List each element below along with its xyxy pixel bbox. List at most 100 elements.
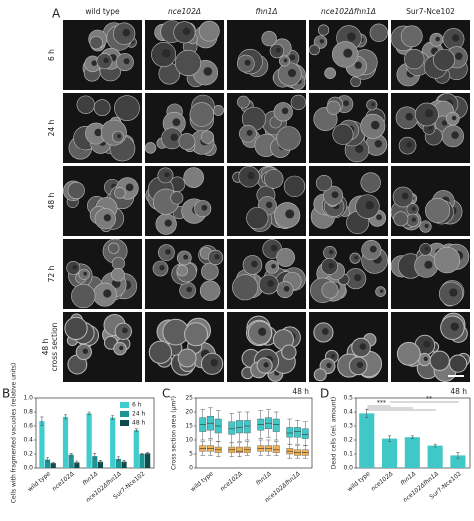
vacuole (164, 219, 172, 227)
vacuole (371, 102, 375, 107)
vacuole (271, 264, 276, 269)
error-bar (456, 452, 460, 459)
micrograph (309, 20, 388, 90)
panel-letter: D (320, 387, 329, 401)
vacuole (83, 271, 88, 276)
box (228, 421, 236, 435)
y-tick-label: 0.1 (343, 451, 353, 458)
panel-letter: B (2, 387, 10, 401)
cell (237, 95, 250, 109)
error-bar (146, 452, 150, 455)
error-bar (122, 460, 126, 464)
panel-letter: C (162, 387, 170, 401)
cell (111, 267, 125, 282)
vacuole (370, 120, 380, 130)
vacuole (343, 48, 353, 58)
y-tick-label: 25 (185, 395, 193, 402)
vacuole (201, 204, 208, 211)
column-header: Sur7-Nce102 (406, 7, 455, 16)
cell (433, 48, 455, 71)
micrograph (309, 166, 388, 236)
y-axis-label: Cross section area (μm²) (171, 396, 178, 470)
bar (139, 454, 145, 468)
bar (133, 430, 139, 468)
x-tick-label: fhn1Δ (255, 470, 273, 487)
vacuole (423, 356, 428, 362)
x-tick-label: fhn1Δ (81, 470, 99, 487)
y-tick-label: 0.2 (343, 437, 353, 444)
cell (108, 242, 120, 254)
vacuole (354, 274, 362, 282)
row-label: 48 h (47, 192, 56, 209)
y-tick-label: 0.0 (343, 465, 353, 472)
vacuole (186, 286, 193, 293)
micrograph (309, 312, 388, 382)
vacuole (283, 286, 290, 292)
vacuole (214, 254, 220, 260)
error-bar (388, 435, 392, 442)
cell (213, 104, 224, 116)
vacuole (411, 217, 417, 222)
row-label: 72 h (47, 265, 56, 282)
vacuole (203, 67, 213, 76)
cell (232, 274, 259, 301)
vacuole (94, 128, 102, 137)
vacuole (283, 58, 288, 63)
box (301, 428, 309, 439)
y-axis-label: Dead cells (rel. amount) (331, 397, 338, 469)
column-header: fhn1Δ (255, 7, 277, 16)
cell (89, 35, 103, 50)
vacuole (411, 206, 416, 211)
vacuole (159, 265, 165, 271)
error-bar (98, 460, 102, 464)
micrograph (391, 93, 470, 163)
vacuole (451, 131, 459, 139)
legend-label: 6 h (132, 402, 142, 409)
legend-label: 24 h (132, 411, 146, 418)
vacuole (424, 223, 429, 228)
cell (309, 44, 320, 56)
cell (429, 350, 450, 371)
vacuole (125, 183, 134, 192)
error-bar (116, 456, 120, 462)
cell (176, 265, 188, 277)
vacuole (103, 57, 109, 64)
vacuole (122, 28, 131, 37)
error-bar (87, 411, 91, 416)
vacuole (428, 125, 433, 130)
micrograph (227, 20, 306, 90)
vacuole (103, 289, 112, 298)
cell (290, 94, 306, 111)
cell (449, 354, 468, 373)
bar (450, 455, 466, 468)
vacuole (164, 171, 170, 178)
micrograph (227, 165, 306, 236)
vacuole (210, 359, 218, 367)
error-bar (51, 462, 55, 465)
vacuole (343, 100, 350, 107)
cell (400, 25, 423, 48)
box (272, 445, 280, 453)
cell (111, 256, 125, 270)
legend-swatch (120, 411, 129, 417)
bar (115, 458, 121, 468)
error-bar (75, 460, 79, 465)
vacuole (244, 59, 251, 66)
significance-label: *** (377, 400, 386, 407)
vacuole (123, 58, 130, 65)
panel-letter: A (52, 7, 61, 21)
micrograph (309, 239, 388, 309)
vacuole (365, 201, 374, 210)
cell (201, 262, 219, 281)
bar (381, 438, 398, 468)
y-tick-label: 0.6 (23, 423, 33, 430)
vacuole (450, 322, 459, 331)
cell (177, 348, 197, 368)
bar (97, 461, 104, 468)
vacuole (379, 289, 384, 293)
bar (404, 437, 420, 468)
cell (71, 283, 96, 309)
vacuole (270, 244, 278, 252)
bar (145, 453, 151, 468)
vacuole (285, 209, 295, 219)
